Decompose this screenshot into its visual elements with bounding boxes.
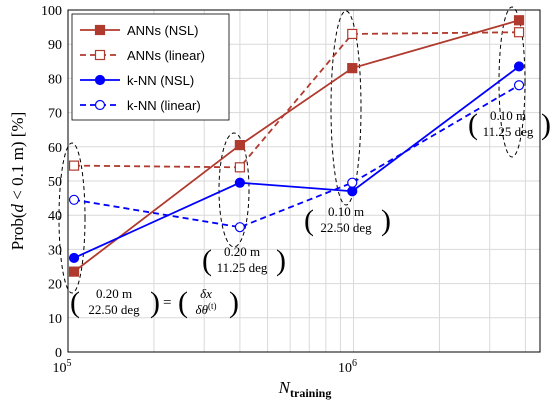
group-ellipse-4e5 xyxy=(218,132,250,248)
annotation-3: ( 0.10 m 22.50 deg ) xyxy=(304,204,391,237)
annotation-4-paren-left: ( xyxy=(468,108,478,141)
legend-label: ANNs (linear) xyxy=(127,48,205,63)
y-tick-label: 90 xyxy=(48,38,62,53)
y-tick-label: 30 xyxy=(48,243,62,258)
group-ellipse-1e6 xyxy=(330,10,362,206)
annotation-3-line1: 0.10 m xyxy=(328,204,364,219)
annotation-1-rhs2: δθ(t) xyxy=(196,301,217,317)
annotation-1-paren-right: ) xyxy=(150,286,160,319)
tick-layer: 0 10 20 30 40 50 60 70 80 90 100 105 106 xyxy=(41,4,357,376)
data-point xyxy=(234,162,245,173)
data-point xyxy=(347,28,358,40)
annotation-1-rhs-paren-right: ) xyxy=(229,286,239,319)
series-line-0 xyxy=(73,19,520,273)
data-point xyxy=(94,74,106,86)
data-point xyxy=(68,266,80,277)
y-tick-label: 80 xyxy=(48,72,62,87)
annotation-2-paren-right: ) xyxy=(276,244,286,277)
x-axis-title: Ntraining xyxy=(278,378,332,400)
annotation-1-rhs-paren-left: ( xyxy=(178,286,188,319)
annotation-1-paren-left: ( xyxy=(70,286,80,319)
data-point xyxy=(513,61,525,72)
y-tick-label: 0 xyxy=(55,346,62,361)
legend-items: ANNs (NSL) ANNs (linear) k-NN (NSL) k-NN (l… xyxy=(80,23,205,113)
annotation-1-rhs1: δx xyxy=(200,286,212,301)
legend-label: k-NN (NSL) xyxy=(127,73,194,88)
annotation-1-line1: 0.20 m xyxy=(96,286,132,301)
data-point xyxy=(94,24,106,36)
data-point xyxy=(94,49,106,61)
series-layer xyxy=(68,15,525,277)
y-tick-label: 40 xyxy=(48,209,62,224)
y-tick-label: 20 xyxy=(48,278,62,293)
annotation-2-line2: 11.25 deg xyxy=(217,260,268,275)
data-point xyxy=(347,186,358,197)
annotation-4-line1: 0.10 m xyxy=(490,108,526,123)
legend-label: ANNs (NSL) xyxy=(127,23,199,38)
data-point xyxy=(94,99,106,111)
data-point xyxy=(347,177,358,188)
y-axis-title: Prob(d < 0.1 m) [%] xyxy=(8,112,27,251)
legend-label: k-NN (linear) xyxy=(127,98,201,113)
data-point xyxy=(68,194,80,205)
annotation-2-line1: 0.20 m xyxy=(224,244,260,259)
annotation-3-paren-right: ) xyxy=(381,204,391,237)
legend: ANNs (NSL) ANNs (linear) k-NN (NSL) k-NN (l… xyxy=(71,13,230,121)
series-line-3 xyxy=(73,84,520,229)
series-line-2 xyxy=(73,65,520,259)
annotation-2-paren-left: ( xyxy=(202,244,212,277)
x-tick-label: 106 xyxy=(338,358,357,376)
annotation-1-line2: 22.50 deg xyxy=(88,302,140,317)
group-ellipses xyxy=(58,6,526,294)
annotation-4: ( 0.10 m 11.25 deg ) xyxy=(468,108,550,141)
data-point xyxy=(68,160,80,171)
y-tick-label: 50 xyxy=(48,175,62,190)
data-point xyxy=(513,15,525,26)
data-point xyxy=(68,252,80,264)
data-point xyxy=(513,80,525,91)
series-line-1 xyxy=(74,31,520,169)
annotation-2: ( 0.20 m 11.25 deg ) xyxy=(202,244,286,277)
data-point xyxy=(347,63,358,74)
y-tick-label: 10 xyxy=(48,312,62,327)
group-ellipse-1e5 xyxy=(58,142,86,294)
y-tick-label: 100 xyxy=(41,4,62,19)
data-point xyxy=(513,27,525,38)
annotation-4-line2: 11.25 deg xyxy=(483,124,534,139)
plot-area-frame xyxy=(67,9,541,353)
annotation-1-equals: = xyxy=(163,295,171,311)
x-tick-label: 105 xyxy=(53,358,72,376)
data-point xyxy=(234,222,245,233)
data-point xyxy=(234,177,245,188)
y-tick-label: 60 xyxy=(48,141,62,156)
annotation-3-line2: 22.50 deg xyxy=(320,220,372,235)
annotation-3-paren-left: ( xyxy=(304,204,314,237)
y-tick-label: 70 xyxy=(48,107,62,122)
annotation-4-paren-right: ) xyxy=(541,108,550,141)
data-point xyxy=(234,139,245,151)
annotation-1: ( 0.20 m 22.50 deg ) = ( δx δθ(t) ) xyxy=(70,286,239,319)
